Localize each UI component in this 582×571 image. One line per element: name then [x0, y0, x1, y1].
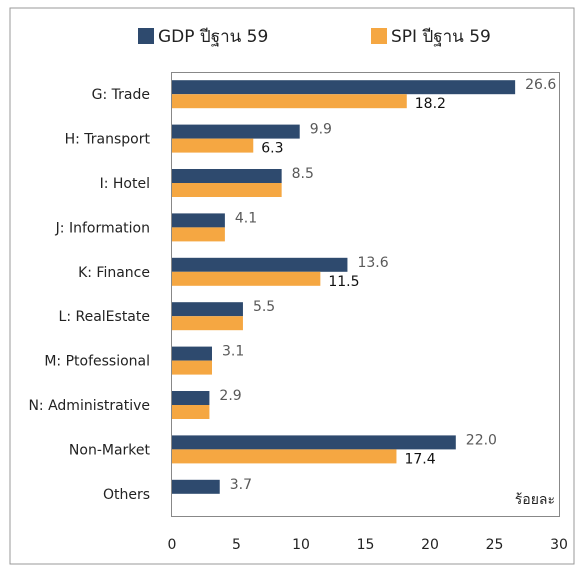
bar	[172, 479, 220, 494]
x-tick-label: 25	[486, 537, 504, 553]
bar	[172, 405, 210, 419]
bar	[172, 124, 300, 139]
bar	[172, 138, 254, 153]
value-label: 11.5	[328, 274, 359, 290]
y-tick-label: I: Hotel	[100, 176, 150, 192]
value-label: 5.5	[253, 299, 275, 315]
bar	[172, 449, 397, 464]
bar	[172, 391, 210, 405]
y-tick-label: G: Trade	[92, 87, 150, 103]
y-tick-label: Others	[103, 487, 150, 503]
bar	[172, 302, 243, 317]
bar	[172, 257, 348, 272]
y-tick-label: M: Ptofessional	[44, 354, 150, 370]
value-label: 18.2	[415, 96, 446, 112]
value-label: 4.1	[235, 210, 257, 226]
y-tick-label: Non-Market	[69, 442, 151, 458]
legend-swatch	[138, 28, 154, 44]
value-label: 9.9	[310, 122, 332, 138]
value-label: 8.5	[292, 166, 314, 182]
y-tick-label: L: RealEstate	[59, 309, 150, 325]
legend-label: GDP ปีฐาน 59	[158, 27, 268, 47]
bar	[172, 80, 516, 95]
bar	[172, 346, 212, 361]
legend-label: SPI ปีฐาน 59	[391, 27, 491, 47]
bar	[172, 213, 225, 228]
x-tick-label: 5	[232, 537, 241, 553]
x-tick-label: 30	[550, 537, 568, 553]
value-label: 26.6	[525, 77, 556, 93]
plot-area	[171, 72, 560, 517]
bar	[172, 360, 212, 375]
y-tick-label: J: Information	[55, 220, 150, 236]
bar	[172, 271, 321, 286]
value-label: 6.3	[261, 141, 283, 157]
frame	[9, 7, 575, 565]
bar	[172, 94, 407, 109]
x-tick-label: 15	[357, 537, 375, 553]
y-tick-label: N: Administrative	[28, 398, 150, 414]
bar	[172, 169, 282, 183]
bar	[172, 316, 243, 331]
y-tick-label: H: Transport	[65, 132, 151, 148]
x-tick-label: 0	[168, 537, 177, 553]
value-label: 13.6	[357, 255, 388, 271]
x-tick-label: 10	[292, 537, 310, 553]
value-label: 2.9	[219, 388, 241, 404]
value-label: 22.0	[466, 432, 497, 448]
value-label: 3.7	[230, 477, 252, 493]
value-label: 3.1	[222, 344, 244, 360]
legend-swatch	[371, 28, 387, 44]
unit-label: ร้อยละ	[515, 492, 555, 508]
value-label: 17.4	[404, 451, 435, 467]
y-tick-label: K: Finance	[78, 265, 150, 281]
bar	[172, 435, 456, 450]
bar	[172, 183, 282, 197]
x-tick-label: 20	[421, 537, 439, 553]
bar	[172, 227, 225, 242]
